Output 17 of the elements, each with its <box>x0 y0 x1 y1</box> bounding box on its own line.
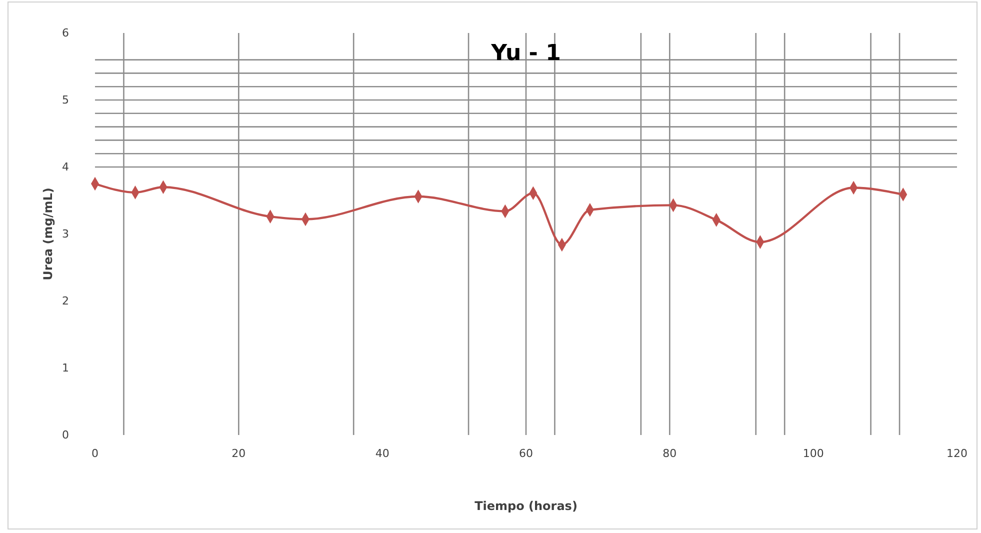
x-tick-label: 60 <box>519 446 533 460</box>
chart-title: Yu - 1 <box>490 41 561 66</box>
y-tick-label: 2 <box>62 294 69 308</box>
y-axis-title: Urea (mg/mL) <box>41 188 55 280</box>
x-tick-label: 100 <box>802 446 824 460</box>
y-tick-label: 3 <box>62 228 69 241</box>
y-tick-label: 4 <box>62 160 69 174</box>
x-tick-label: 120 <box>946 446 968 460</box>
y-tick-label: 6 <box>62 26 69 40</box>
x-axis-title: Tiempo (horas) <box>474 499 578 513</box>
y-tick-label: 5 <box>62 94 69 107</box>
x-tick-label: 0 <box>92 446 98 460</box>
x-tick-label: 20 <box>232 446 246 460</box>
x-tick-label: 80 <box>662 446 677 460</box>
x-tick-label: 40 <box>375 446 390 460</box>
y-tick-label: 0 <box>62 428 69 442</box>
y-tick-label: 1 <box>62 362 69 375</box>
